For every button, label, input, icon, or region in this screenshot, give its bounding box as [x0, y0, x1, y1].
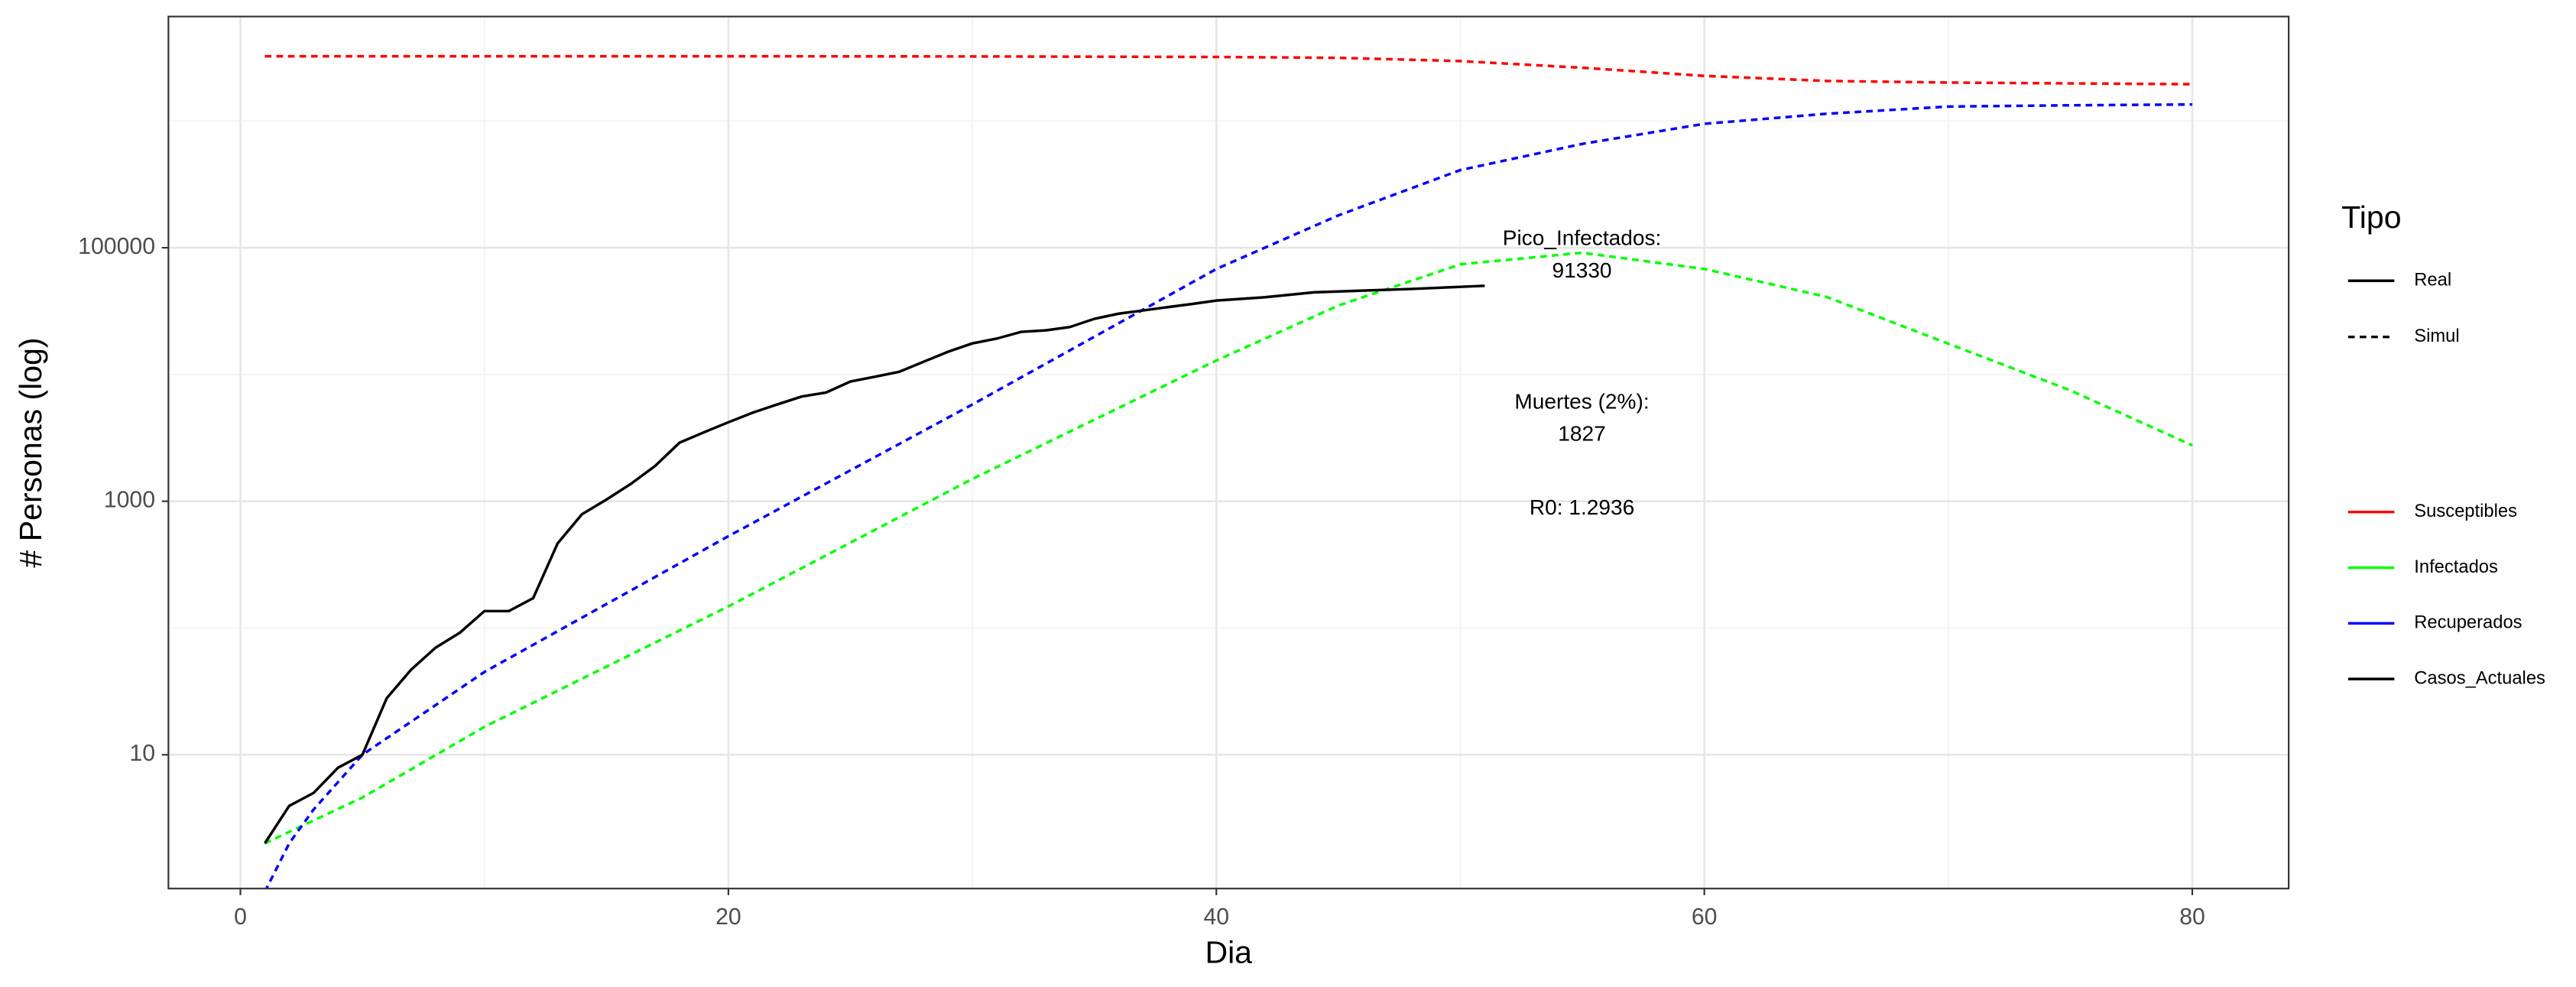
y-axis-title: # Personas (log): [13, 337, 48, 567]
annotation: Muertes (2%):: [1514, 390, 1649, 414]
x-tick-label: 60: [1692, 904, 1718, 930]
y-tick-label: 100000: [78, 234, 155, 259]
y-tick-label: 1000: [104, 488, 155, 513]
legend-title: Tipo: [2341, 200, 2401, 235]
annotation: 91330: [1552, 258, 1611, 282]
x-tick-label: 40: [1203, 904, 1229, 930]
series-line: [264, 251, 2193, 845]
annotation: Pico_Infectados:: [1503, 226, 1662, 250]
annotation: R0: 1.2936: [1530, 495, 1634, 519]
x-axis-title: Dia: [1205, 934, 1252, 969]
legend-label: Real: [2414, 270, 2451, 291]
series-line: [263, 284, 1485, 845]
legend-label: Casos_Actuales: [2414, 667, 2545, 688]
legend-label: Simul: [2414, 326, 2459, 346]
x-tick-label: 20: [715, 904, 741, 930]
panel-border: [167, 15, 2290, 890]
annotation: 1827: [1558, 422, 1605, 446]
legend-label: Infectados: [2414, 557, 2498, 577]
y-tick-label: 10: [129, 741, 155, 766]
legend-label: Susceptibles: [2414, 501, 2517, 521]
foreground: 0 20 40 60 80 10 1000 100000 Real Simul Susceptibl…: [78, 226, 2545, 930]
lines: [263, 54, 2193, 889]
series-line: [264, 54, 2193, 86]
grid: [168, 16, 2289, 889]
panel: [168, 16, 2289, 889]
x-tick-label: 0: [234, 904, 247, 930]
legend-label: Recuperados: [2414, 612, 2522, 633]
series-line: [264, 102, 2193, 889]
x-tick-label: 80: [2179, 904, 2205, 930]
